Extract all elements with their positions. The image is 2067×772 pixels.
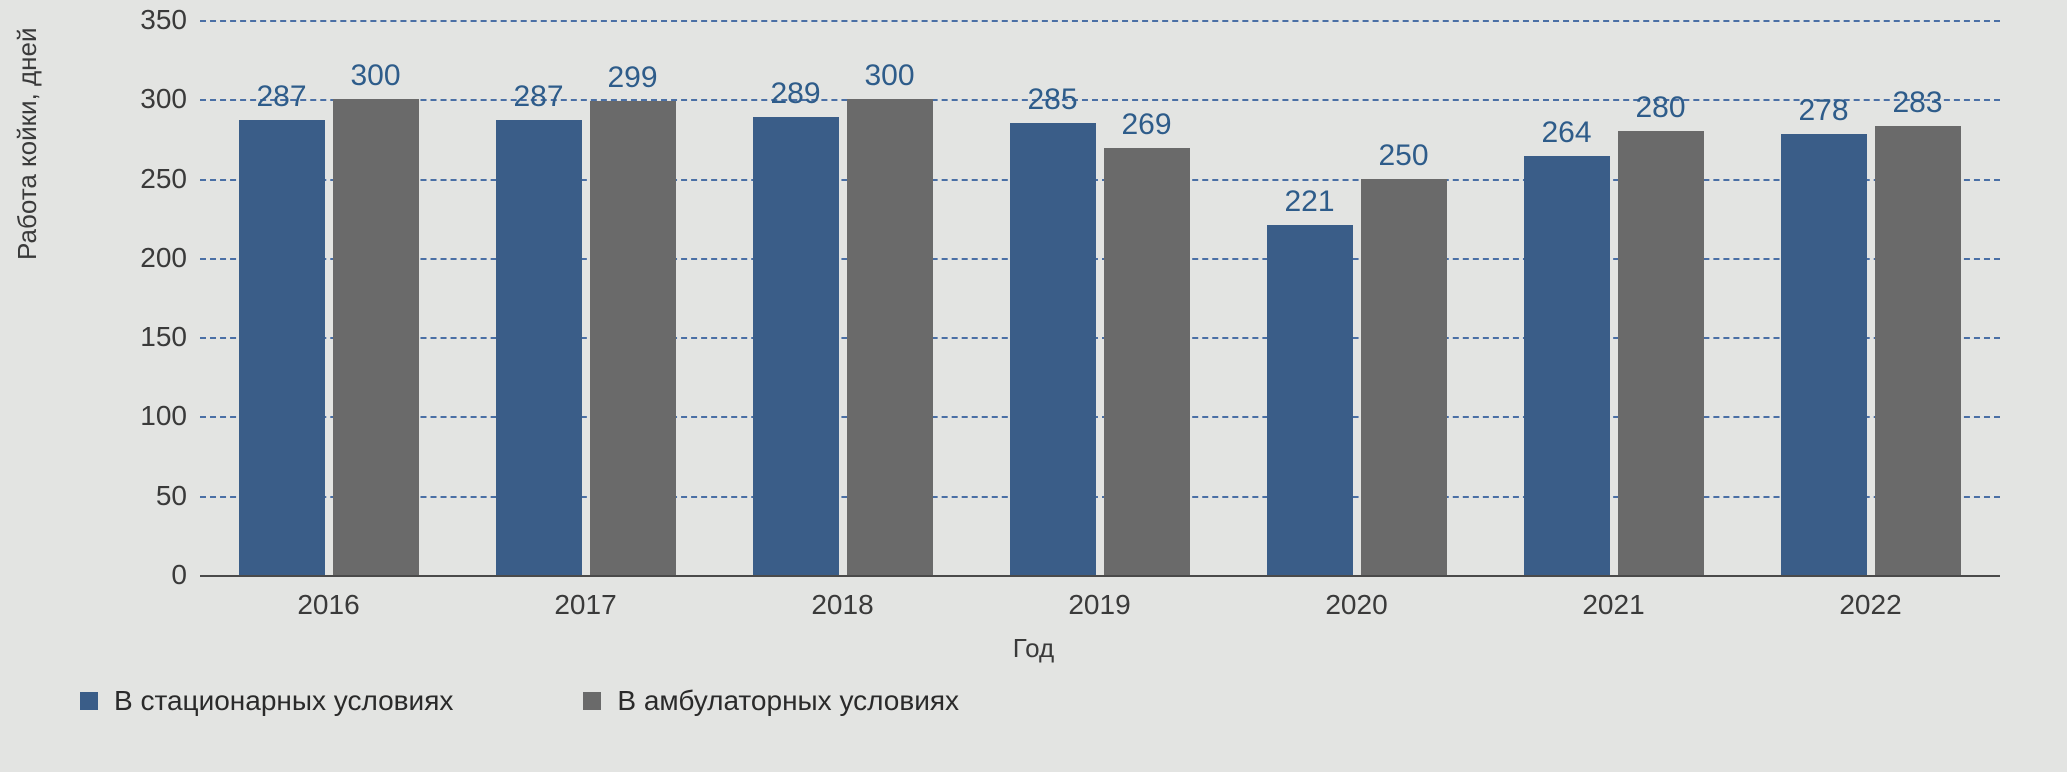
legend: В стационарных условиях В амбулаторных ус… (80, 685, 959, 717)
x-tick-label: 2022 (1839, 589, 1901, 621)
bar-value-label: 280 (1635, 91, 1685, 125)
legend-swatch (80, 692, 98, 710)
bar-value-label: 283 (1892, 86, 1942, 120)
bar (1618, 131, 1704, 575)
bar (333, 99, 419, 575)
x-tick-label: 2020 (1325, 589, 1387, 621)
legend-swatch (583, 692, 601, 710)
bar (1875, 126, 1961, 575)
bar-value-label: 299 (607, 61, 657, 95)
x-tick-label: 2021 (1582, 589, 1644, 621)
legend-label: В амбулаторных условиях (617, 685, 959, 717)
bar (590, 101, 676, 575)
x-tick-label: 2019 (1068, 589, 1130, 621)
bar-value-label: 264 (1541, 116, 1591, 150)
y-axis-label: Работа койки, дней (12, 27, 43, 260)
bar-value-label: 300 (864, 59, 914, 93)
bar-value-label: 287 (256, 80, 306, 114)
chart-container: Работа койки, дней 0 50 100 150 200 250 300 350… (0, 0, 2067, 772)
bar (1010, 123, 1096, 575)
x-axis-label: Год (0, 633, 2067, 664)
bar-value-label: 269 (1121, 108, 1171, 142)
y-tick-label: 0 (117, 559, 187, 591)
bar (847, 99, 933, 575)
legend-item: В амбулаторных условиях (583, 685, 959, 717)
bar (1104, 148, 1190, 575)
x-tick-label: 2017 (554, 589, 616, 621)
bar (1524, 156, 1610, 575)
bar-value-label: 285 (1027, 83, 1077, 117)
y-tick-label: 350 (117, 4, 187, 36)
gridline (200, 575, 2000, 577)
y-tick-label: 150 (117, 321, 187, 353)
bar (1267, 225, 1353, 575)
bar (239, 120, 325, 575)
bar (753, 117, 839, 575)
bar-value-label: 250 (1378, 139, 1428, 173)
bar-value-label: 289 (770, 77, 820, 111)
y-tick-label: 300 (117, 83, 187, 115)
bar (1361, 179, 1447, 575)
bar-value-label: 287 (513, 80, 563, 114)
bar-value-label: 300 (350, 59, 400, 93)
legend-label: В стационарных условиях (114, 685, 453, 717)
y-tick-label: 50 (117, 480, 187, 512)
y-tick-label: 100 (117, 400, 187, 432)
y-tick-label: 250 (117, 163, 187, 195)
x-tick-label: 2016 (297, 589, 359, 621)
bar-value-label: 221 (1284, 185, 1334, 219)
legend-item: В стационарных условиях (80, 685, 453, 717)
y-tick-label: 200 (117, 242, 187, 274)
x-tick-label: 2018 (811, 589, 873, 621)
bars-layer: 287 300 287 299 289 300 285 269 221 250 264 280 278 2… (200, 20, 2000, 575)
bar-value-label: 278 (1798, 94, 1848, 128)
bar (496, 120, 582, 575)
bar (1781, 134, 1867, 575)
